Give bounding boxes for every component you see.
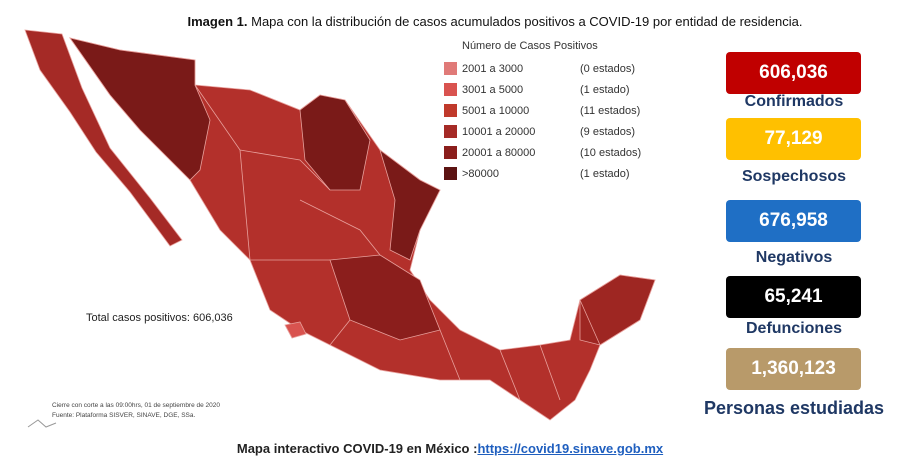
legend-range: 2001 a 3000 bbox=[462, 62, 524, 75]
legend-range: 5001 a 10000 bbox=[462, 104, 530, 117]
stat-label: Sospechosos bbox=[741, 168, 847, 185]
title-label: Imagen 1. bbox=[187, 14, 248, 29]
legend-count: (10 estados) bbox=[580, 146, 642, 159]
note: Fuente: Plataforma SISVER, SINAVE, DGE, … bbox=[52, 412, 196, 419]
title: Imagen 1. Mapa con la distribución de ca… bbox=[0, 14, 900, 29]
legend-row: 2001 a 3000 (0 estados) bbox=[444, 58, 641, 79]
state-borders bbox=[194, 84, 601, 401]
stat-value: 1,360,123 bbox=[726, 348, 861, 390]
legend-count: (11 estados) bbox=[580, 104, 641, 117]
legend: Número de Casos Positivos 2001 a 3000 (0 … bbox=[444, 40, 641, 184]
baja-california bbox=[24, 29, 183, 247]
coahuila bbox=[299, 94, 371, 191]
stat-value: 65,241 bbox=[726, 276, 861, 318]
stat-value: 606,036 bbox=[726, 52, 861, 94]
stat-label: Negativos bbox=[755, 249, 833, 266]
tamaulipas bbox=[379, 148, 441, 261]
legend-swatch bbox=[444, 167, 457, 180]
legend-header: Número de Casos Positivos bbox=[462, 40, 598, 52]
legend-row: 5001 a 10000 (11 estados) bbox=[444, 100, 641, 121]
note: Cierre con corte a las 09:00hrs, 01 de s… bbox=[52, 402, 221, 409]
legend-range: 20001 a 80000 bbox=[462, 146, 536, 159]
legend-swatch bbox=[444, 146, 457, 159]
stat-value: 676,958 bbox=[726, 200, 861, 242]
stat-label: Defunciones bbox=[745, 320, 842, 337]
yucatan bbox=[579, 274, 656, 346]
stat-value: 77,129 bbox=[726, 118, 861, 160]
legend-count: (0 estados) bbox=[580, 62, 636, 75]
colima bbox=[284, 321, 307, 339]
legend-row: 20001 a 80000 (10 estados) bbox=[444, 142, 641, 163]
sonora bbox=[69, 37, 211, 181]
footer-link[interactable]: https://covid19.sinave.gob.mx bbox=[477, 441, 664, 456]
legend-row: 10001 a 20000 (9 estados) bbox=[444, 121, 641, 142]
logo-mark bbox=[27, 419, 57, 428]
legend-range: >80000 bbox=[462, 167, 500, 180]
footer-text: Mapa interactivo COVID-19 en México : bbox=[236, 441, 478, 456]
legend-row: >80000 (1 estado) bbox=[444, 163, 641, 184]
legend-swatch bbox=[444, 62, 457, 75]
legend-swatch bbox=[444, 83, 457, 96]
stat-label: Personas estudiadas bbox=[703, 398, 885, 418]
legend-swatch bbox=[444, 104, 457, 117]
legend-swatch bbox=[444, 125, 457, 138]
footer: Mapa interactivo COVID-19 en México :htt… bbox=[0, 441, 900, 456]
legend-range: 10001 a 20000 bbox=[462, 125, 536, 138]
title-text: Mapa con la distribución de casos acumul… bbox=[251, 14, 803, 29]
legend-count: (9 estados) bbox=[580, 125, 636, 138]
legend-count: (1 estado) bbox=[580, 167, 630, 180]
total-label: Total casos positivos: 606,036 bbox=[86, 312, 233, 324]
stat-label: Confirmados bbox=[744, 93, 844, 110]
legend-range: 3001 a 5000 bbox=[462, 83, 524, 96]
legend-row: 3001 a 5000 (1 estado) bbox=[444, 79, 641, 100]
legend-count: (1 estado) bbox=[580, 83, 630, 96]
